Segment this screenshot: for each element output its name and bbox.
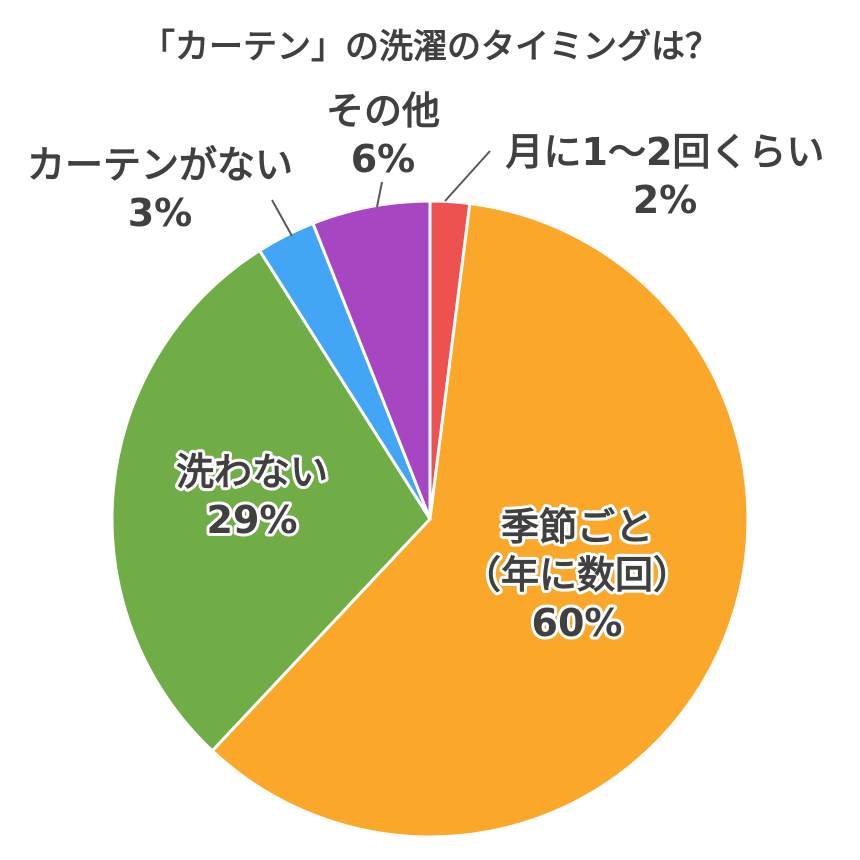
leader-lines (271, 150, 491, 237)
slice-value-label-0: 2% (633, 178, 698, 222)
pie-slice-4 (310, 199, 432, 520)
slice-name-label-1: 季節ごと (501, 505, 653, 549)
leader-line-3 (271, 199, 293, 237)
pie-slice-2 (110, 248, 432, 753)
slice-name-label-3: カーテンがない (27, 143, 293, 187)
slice-name-label-1: （年に数回） (463, 553, 691, 597)
slice-label-0: 月に1～2回くらい 2% (506, 130, 825, 222)
leader-line-4 (376, 181, 383, 208)
slice-label-2: 洗わない 29% (176, 450, 328, 542)
slice-label-3: カーテンがない 3% (27, 143, 293, 235)
chart-title: 「カーテン」の洗濯のタイミングは？ (141, 27, 719, 67)
slice-name-label-2: 洗わない (176, 450, 328, 494)
slice-value-label-4: 6% (351, 137, 416, 181)
slice-label-1: 季節ごと（年に数回） 60% (463, 505, 691, 645)
slice-label-4: その他 6% (326, 89, 440, 181)
slice-name-label-0: 月に1～2回くらい (506, 130, 825, 174)
slice-value-label-2: 29% (207, 498, 298, 542)
slice-labels: 月に1～2回くらい 2% 季節ごと（年に数回） 60% 洗わない 29% カーテンがない 3%… (27, 89, 825, 648)
slice-value-label-3: 3% (128, 191, 193, 235)
pie-slices (110, 199, 750, 839)
pie-slice-1 (210, 201, 750, 839)
slice-value-label-1: 60% (532, 601, 623, 645)
slice-name-label-4: その他 (326, 89, 440, 133)
leader-line-0 (444, 150, 491, 202)
